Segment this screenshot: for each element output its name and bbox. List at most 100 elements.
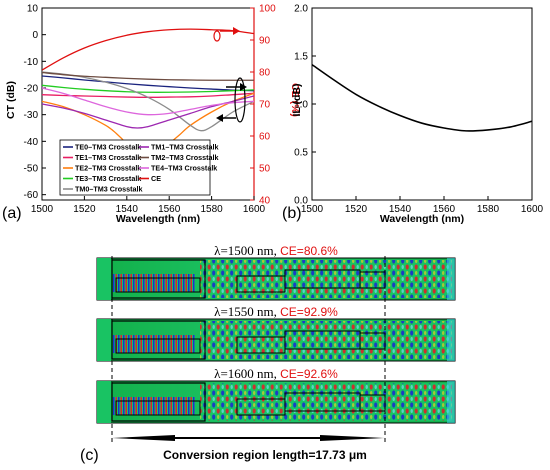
panel-b-xtick-label: 1540 (389, 204, 412, 215)
panel-b-ytick-label: 1.5 (294, 52, 308, 63)
panel-a-ytick-left-label: -10 (24, 57, 39, 68)
field-map-end-1 (447, 319, 455, 361)
panel-a-annotations (213, 27, 247, 123)
field-map-title-2: λ=1600 nm, CE=92.6% (214, 366, 338, 381)
panel-a-xlabel: Wavelength (nm) (116, 213, 200, 225)
legend-label-1: TE1–TM3 Crosstalk (75, 153, 141, 162)
legend-label-8: CE (151, 174, 161, 183)
conversion-length-label: Conversion region length=17.73 μm (163, 448, 367, 462)
panel-b-series (311, 63, 533, 132)
panel-a-series (42, 28, 254, 182)
panel-a-ylabel-right: CE (%) (289, 83, 301, 117)
panel-a-xtick-label: 1580 (200, 204, 223, 215)
legend-label-4: TM0–TM3 Crosstalk (75, 185, 143, 194)
panel-a-ytick-left-label: -20 (24, 84, 39, 95)
legend-label-5: TM1–TM3 Crosstalk (151, 143, 219, 152)
panel-a-ytick-left-label: -40 (24, 137, 39, 148)
panel-b-xtick-label: 1600 (521, 204, 544, 215)
panel-a-xtick-label: 1600 (243, 204, 266, 215)
panel-a-ytick-left-label: -50 (24, 164, 39, 175)
panel-a-series-line-8 (42, 28, 254, 71)
panel-a-xtick-label: 1540 (116, 204, 139, 215)
field-map-ce-0: CE=80.6% (280, 244, 338, 258)
field-map-title-1: λ=1550 nm, CE=92.9% (214, 304, 338, 319)
panel-a-xtick-label: 1560 (158, 204, 181, 215)
field-map-edge-2 (97, 381, 111, 423)
waveguide-input-2 (111, 382, 206, 422)
panel-a-legend: TE0–TM3 Crosstalk TM1–TM3 Crosstalk TE1–TM… (59, 139, 219, 196)
ct-arrowhead-left (216, 114, 223, 122)
panel-c-label: (c) (80, 447, 99, 464)
panel-b-ylabel: IL (dB) (291, 83, 303, 116)
panel-b-xtick-label: 1580 (477, 204, 500, 215)
panel-a-series-line-3 (42, 84, 254, 93)
field-maps: λ=1500 nm, CE=80.6%λ=1550 nm, CE=92.9%λ=… (96, 243, 456, 424)
panel-b-label: (b) (282, 205, 302, 222)
panel-a-series-line-0 (42, 75, 254, 92)
panel-a-ytick-right-label: 40 (259, 196, 271, 207)
waveguide-grating-0 (115, 277, 201, 293)
panel-a-ytick-right-label: 60 (259, 132, 271, 143)
panel-a-ylabel-left: CT (dB) (5, 81, 17, 119)
waveguide-grating-2 (115, 400, 201, 416)
panel-a-xtick-label: 1500 (31, 204, 54, 215)
conversion-arrow-right (320, 435, 385, 441)
legend-label-2: TE2–TM3 Crosstalk (75, 164, 141, 173)
panel-a-series-line-7 (42, 87, 254, 116)
panel-a-ytick-right-label: 50 (259, 164, 271, 175)
panel-a-ytick-left-label: 10 (27, 4, 39, 15)
field-map-1: λ=1550 nm, CE=92.9% (96, 304, 456, 362)
legend-label-0: TE0–TM3 Crosstalk (75, 143, 141, 152)
field-map-input-mode-0 (113, 274, 195, 292)
panel-b-xtick-label: 1560 (433, 204, 456, 215)
panel-a-ytick-right-label: 80 (259, 68, 271, 79)
panel-c: λ=1500 nm, CE=80.6%λ=1550 nm, CE=92.9%λ=… (80, 243, 456, 464)
panel-a-ytick-left-label: 0 (32, 30, 38, 41)
panel-b: 1500 1520 1540 1560 1580 16000.00.51.01.52.0 … (282, 4, 544, 226)
field-map-end-2 (447, 381, 455, 423)
panel-b-ytick-label: 1.0 (294, 100, 308, 111)
panel-a-ytick-right-label: 90 (259, 36, 271, 47)
legend-label-7: TE4–TM3 Crosstalk (151, 164, 217, 173)
field-map-lambda-0: λ=1500 nm, (214, 243, 280, 258)
panel-a-ytick-left-label: -30 (24, 110, 39, 121)
ce-ellipse-marker (213, 30, 221, 42)
panel-a-legend-box (59, 139, 211, 196)
field-map-0: λ=1500 nm, CE=80.6% (96, 243, 456, 301)
panel-a-xtick-label: 1520 (73, 204, 96, 215)
field-map-title-0: λ=1500 nm, CE=80.6% (214, 243, 338, 258)
field-map-ce-1: CE=92.9% (280, 305, 338, 319)
panel-a-label: (a) (2, 205, 22, 222)
panel-a-axes: 1500 1520 1540 1560 1580 1600100-10-20-30-40-… (24, 4, 277, 216)
ct-ellipse-marker (234, 77, 246, 123)
panel-a-ytick-right-label: 100 (259, 4, 276, 15)
panel-a: 1500 1520 1540 1560 1580 1600100-10-20-30-40-… (2, 4, 301, 226)
legend-label-6: TM2–TM3 Crosstalk (151, 153, 219, 162)
field-map-lambda-1: λ=1550 nm, (214, 304, 280, 319)
panel-a-series-line-6 (42, 71, 254, 81)
field-map-edge-0 (97, 258, 111, 300)
panel-a-series-line-5 (42, 95, 254, 129)
field-map-end-0 (447, 258, 455, 300)
panel-b-ytick-label: 0.5 (294, 148, 308, 159)
panel-b-xtick-label: 1520 (345, 204, 368, 215)
panel-a-series-line-4 (42, 71, 254, 132)
field-map-ce-2: CE=92.6% (280, 367, 338, 381)
ce-arrowhead (233, 27, 240, 35)
field-map-input-mode-2 (113, 397, 195, 415)
ct-arrowhead-right (240, 83, 247, 91)
panel-b-il-line (311, 63, 533, 132)
panel-b-frame (311, 7, 533, 201)
panel-b-ytick-label: 2.0 (294, 4, 308, 15)
panel-a-ytick-left-label: -60 (24, 190, 39, 201)
panel-b-axes: 1500 1520 1540 1560 1580 1600 0.0 0.5 1.0 1.5 2.0 (294, 4, 543, 216)
field-map-lambda-2: λ=1600 nm, (214, 366, 280, 381)
panel-b-ytick-label: 0.0 (294, 196, 308, 207)
waveguide-grating-1 (115, 338, 201, 354)
field-map-edge-1 (97, 319, 111, 361)
panel-a-ytick-right-label: 70 (259, 100, 271, 111)
field-map-input-mode-1 (113, 335, 195, 353)
panel-b-xlabel: Wavelength (nm) (380, 213, 464, 225)
panel-b-xtick-label: 1500 (301, 204, 324, 215)
